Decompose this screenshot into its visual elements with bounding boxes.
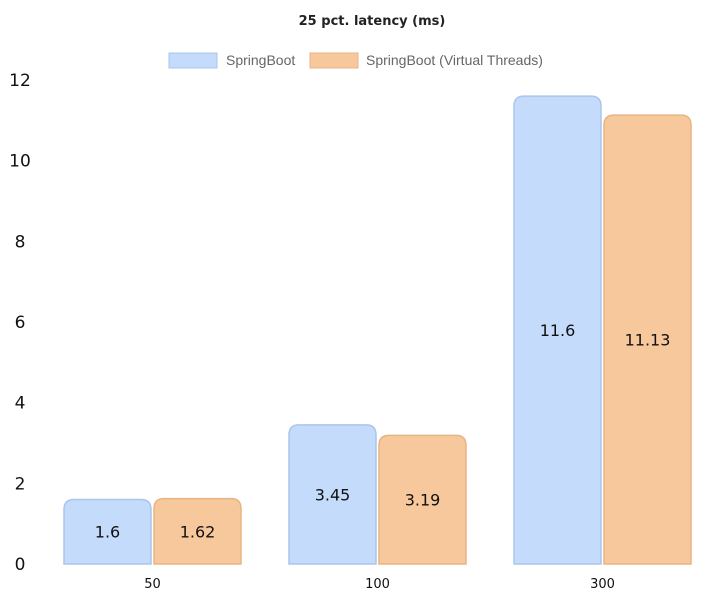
chart-title: 25 pct. latency (ms) [299, 14, 446, 29]
bar-virtual-threads[interactable] [378, 434, 467, 565]
legend-label-springboot[interactable]: SpringBoot [226, 52, 295, 68]
bar-springboot[interactable] [513, 95, 602, 565]
y-tick-label: 8 [15, 232, 26, 252]
legend-label-virtual-threads[interactable]: SpringBoot (Virtual Threads) [366, 52, 543, 68]
y-axis: 0 2 4 6 8 10 12 [9, 71, 31, 575]
legend-swatch-springboot [168, 52, 218, 69]
x-tick-label: 50 [144, 577, 161, 592]
legend-swatch-virtual-threads [309, 52, 359, 69]
bar-springboot[interactable] [288, 424, 377, 565]
data-label: 11.13 [625, 331, 671, 350]
y-tick-label: 6 [15, 313, 26, 333]
data-label: 3.45 [315, 485, 351, 504]
data-label: 11.6 [540, 321, 576, 340]
data-label: 1.6 [95, 523, 120, 542]
x-tick-label: 300 [590, 577, 615, 592]
bar-springboot[interactable] [63, 498, 152, 565]
y-tick-label: 10 [9, 152, 31, 172]
y-tick-label: 4 [15, 394, 26, 414]
bars: 1.6 1.62 3.45 3.19 11.6 11.13 [63, 95, 692, 565]
data-label: 3.19 [405, 491, 441, 510]
x-axis: 50 100 300 [144, 577, 615, 592]
y-tick-label: 2 [15, 474, 26, 494]
y-tick-label: 12 [9, 71, 31, 91]
y-tick-label: 0 [15, 555, 26, 575]
data-label: 1.62 [180, 522, 216, 541]
legend: SpringBoot SpringBoot (Virtual Threads) [168, 52, 543, 69]
bar-virtual-threads[interactable] [153, 497, 242, 565]
x-tick-label: 100 [365, 577, 390, 592]
bar-virtual-threads[interactable] [603, 114, 692, 565]
